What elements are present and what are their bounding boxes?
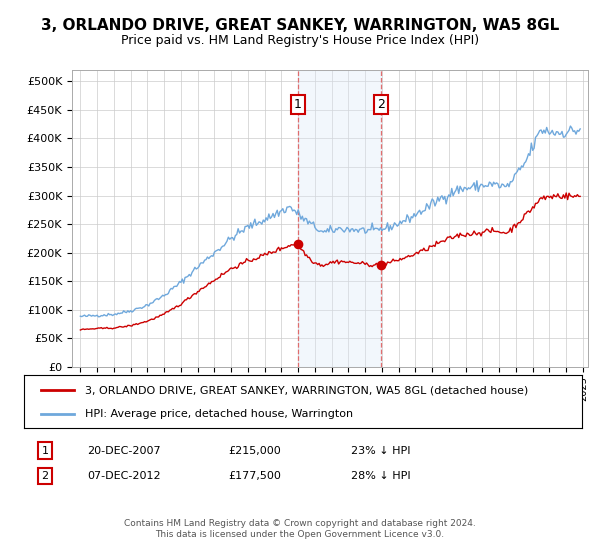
Text: 1: 1: [41, 446, 49, 456]
Text: 1: 1: [294, 98, 302, 111]
Bar: [298, 70, 380, 367]
Text: 3, ORLANDO DRIVE, GREAT SANKEY, WARRINGTON, WA5 8GL (detached house): 3, ORLANDO DRIVE, GREAT SANKEY, WARRINGT…: [85, 385, 529, 395]
Text: 3, ORLANDO DRIVE, GREAT SANKEY, WARRINGTON, WA5 8GL: 3, ORLANDO DRIVE, GREAT SANKEY, WARRINGT…: [41, 18, 559, 32]
Text: 28% ↓ HPI: 28% ↓ HPI: [351, 471, 410, 481]
Text: 2: 2: [377, 98, 385, 111]
Text: HPI: Average price, detached house, Warrington: HPI: Average price, detached house, Warr…: [85, 408, 353, 418]
Text: 23% ↓ HPI: 23% ↓ HPI: [351, 446, 410, 456]
Text: 20-DEC-2007: 20-DEC-2007: [87, 446, 161, 456]
Text: 2: 2: [41, 471, 49, 481]
Text: £215,000: £215,000: [228, 446, 281, 456]
Text: £177,500: £177,500: [228, 471, 281, 481]
Text: Price paid vs. HM Land Registry's House Price Index (HPI): Price paid vs. HM Land Registry's House …: [121, 34, 479, 48]
Text: 07-DEC-2012: 07-DEC-2012: [87, 471, 161, 481]
Text: Contains HM Land Registry data © Crown copyright and database right 2024.
This d: Contains HM Land Registry data © Crown c…: [124, 520, 476, 539]
